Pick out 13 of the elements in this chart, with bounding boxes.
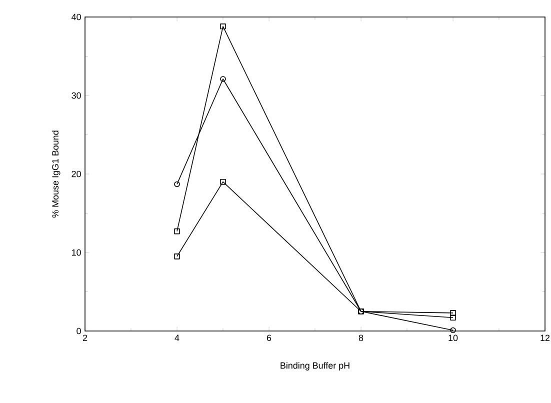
x-tick-label: 2 bbox=[82, 334, 88, 341]
x-tick-label: 8 bbox=[358, 334, 364, 342]
y-tick-label: 0 bbox=[76, 328, 81, 334]
x-tick-label: 12 bbox=[540, 334, 550, 341]
x-tick-label: 10 bbox=[448, 334, 458, 342]
x-tick-label: 4 bbox=[174, 334, 180, 341]
y-tick-label: 40 bbox=[72, 14, 81, 20]
y-tick-label: 10 bbox=[72, 249, 81, 256]
y-tick-label: 30 bbox=[72, 92, 81, 99]
x-tick-label: 6 bbox=[266, 334, 272, 342]
y-tick-label: 20 bbox=[72, 170, 81, 178]
x-axis-title: Binding Buffer pH bbox=[280, 362, 350, 370]
y-axis-title: % Mouse IgG1 Bound bbox=[52, 130, 60, 218]
